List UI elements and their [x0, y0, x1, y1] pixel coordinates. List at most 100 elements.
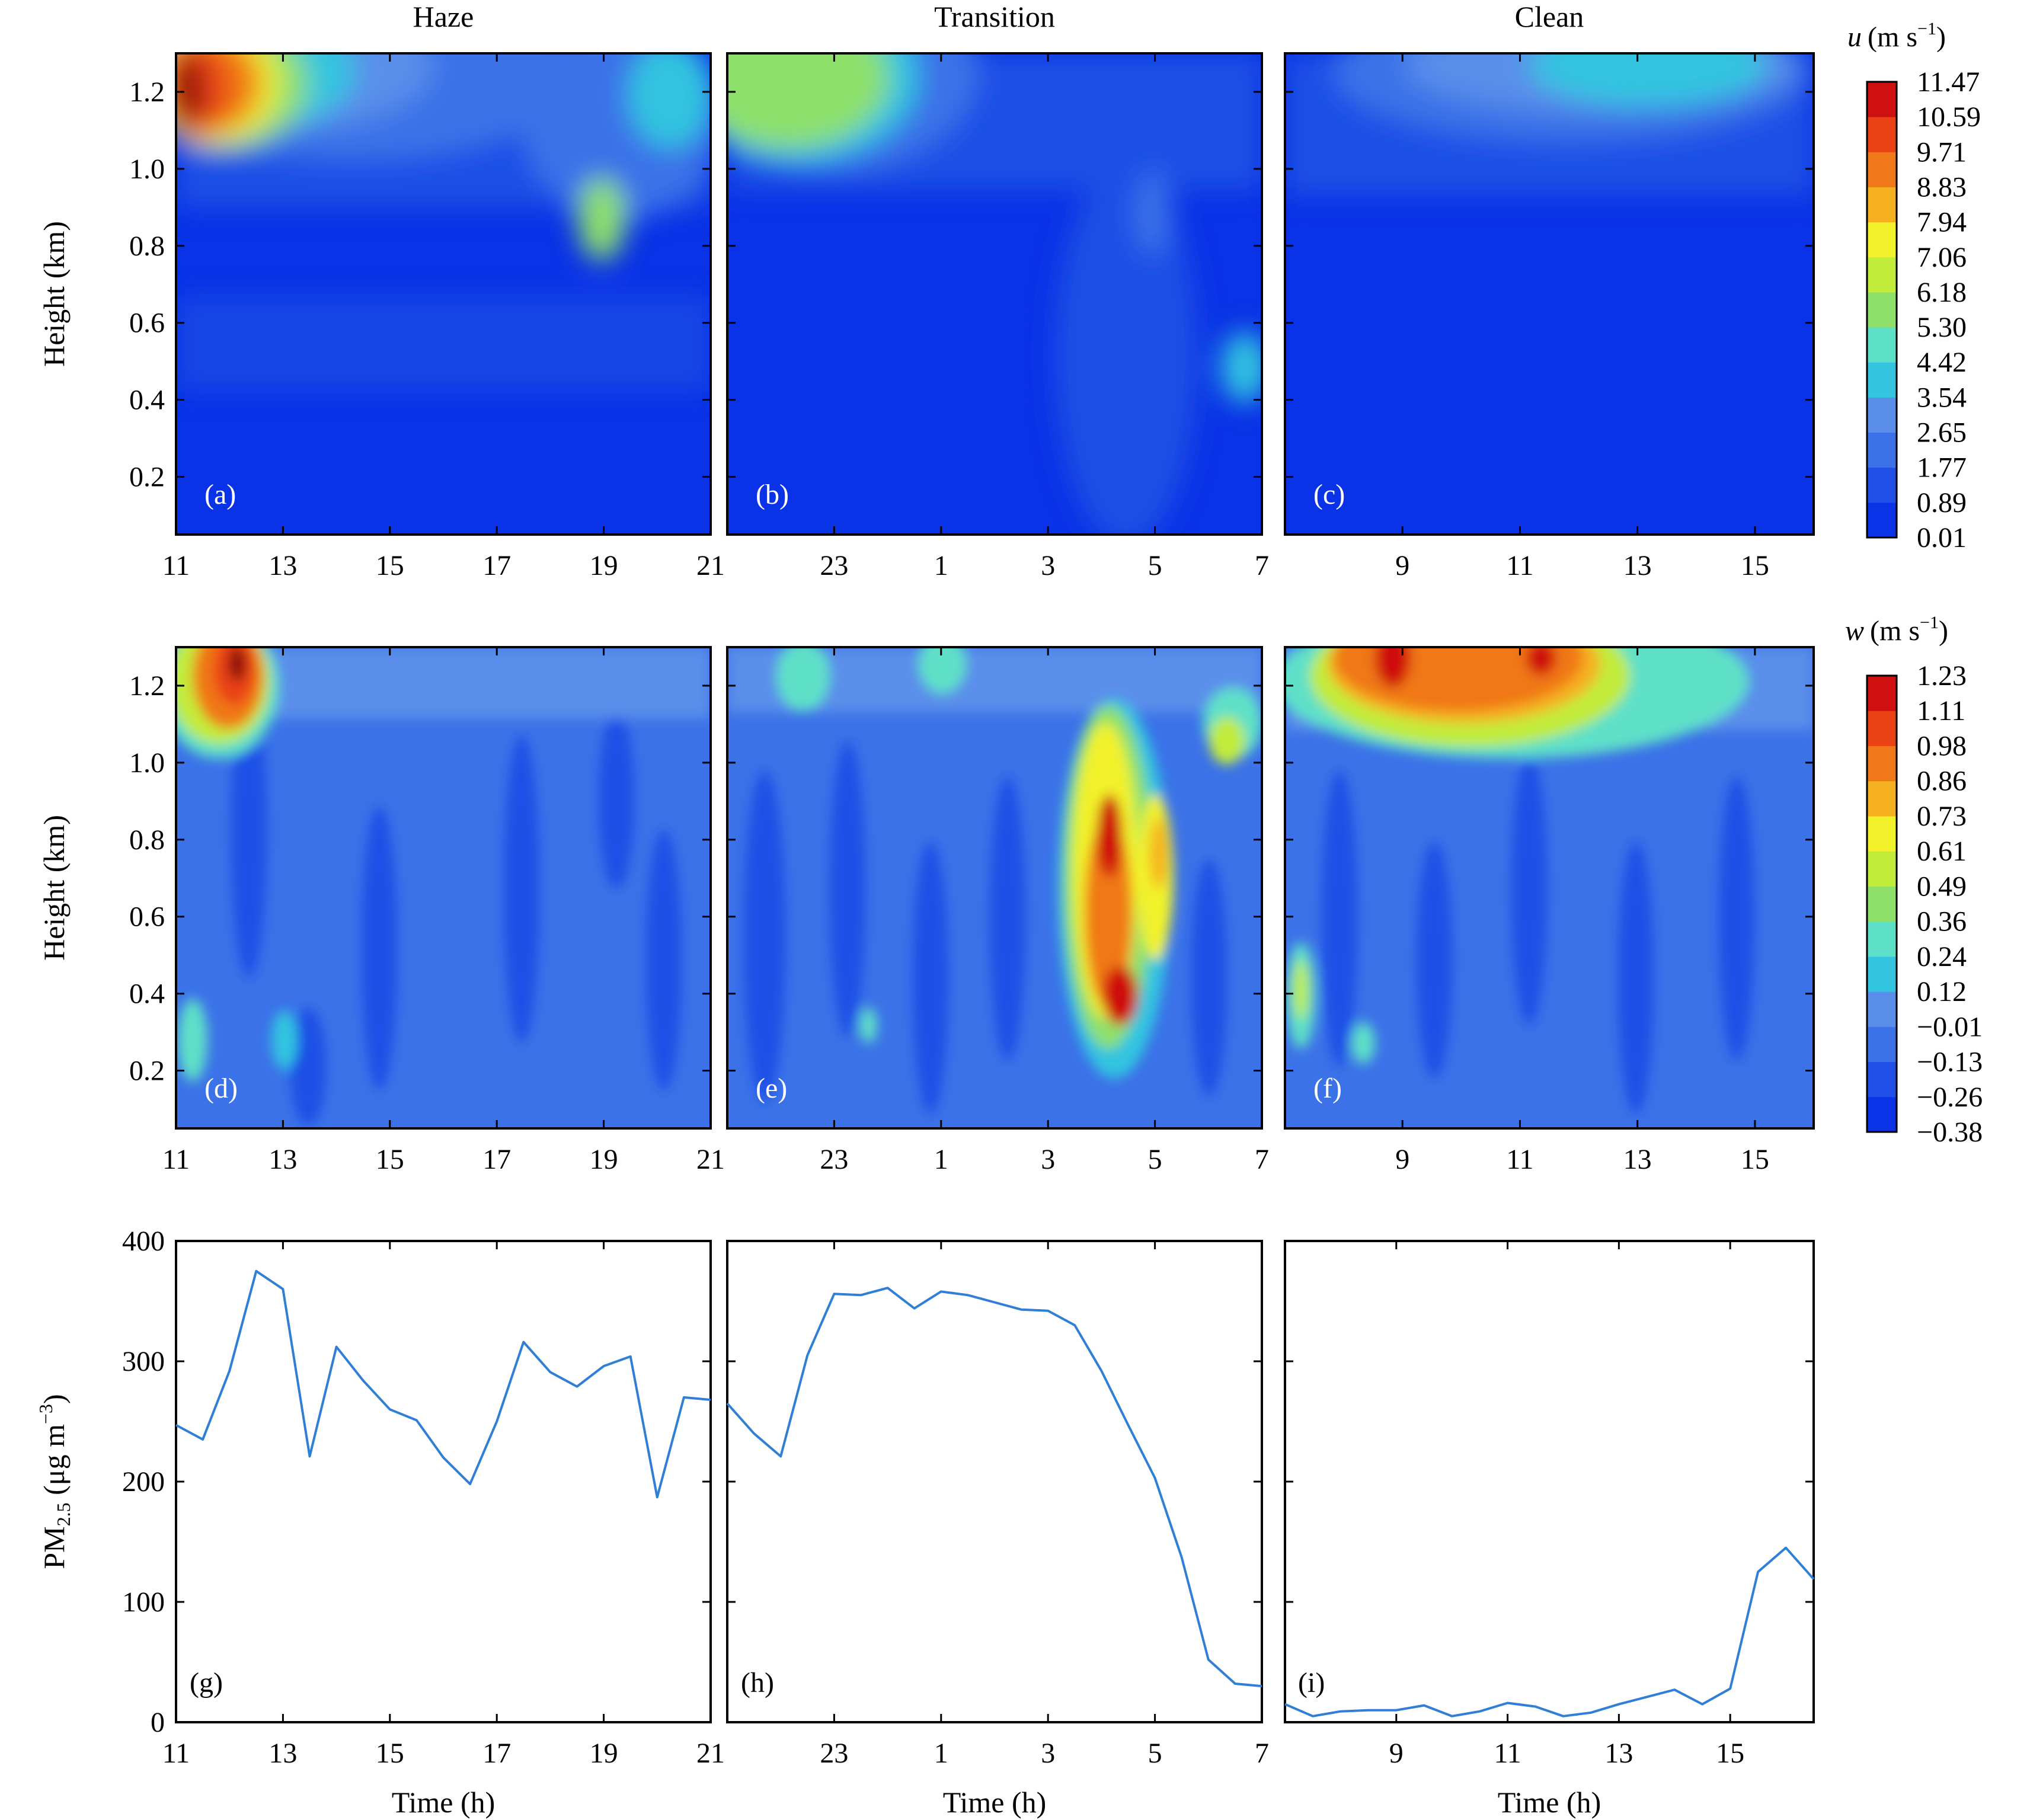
- x-tick-label-2-2-1: 11: [1494, 1738, 1521, 1769]
- x-tick-label-0-2-1: 11: [1506, 550, 1533, 581]
- x-tick-label-1-0-4: 19: [590, 1144, 618, 1175]
- ylabel-pm25-sub: 2.5: [53, 1502, 74, 1526]
- ylabel-height-row1: Height (km): [37, 221, 71, 367]
- colorbar-0-label-7: 6.18: [1917, 277, 1967, 308]
- x-tick-label-2-1-0: 23: [820, 1738, 848, 1769]
- column-title-clean: Clean: [1515, 0, 1584, 33]
- y-tick-label-0-3: 0.8: [129, 231, 165, 262]
- colorbar-0-swatch-9: [1867, 187, 1897, 223]
- colorbar-1-swatch-3: [1867, 991, 1897, 1027]
- colorbar-0-swatch-4: [1867, 362, 1897, 398]
- colorbar-1-label-2: −0.13: [1917, 1047, 1983, 1078]
- panel-i-frame: [1284, 1240, 1815, 1723]
- colorbar-0-label-0: 0.01: [1917, 522, 1967, 554]
- y-tick-label-2-1: 100: [122, 1586, 165, 1618]
- x-tick-label-0-0-2: 15: [376, 550, 404, 581]
- colorbar-1-label-10: 0.86: [1917, 766, 1967, 797]
- colorbar-0-label-4: 3.54: [1917, 382, 1967, 413]
- column-title-transition: Transition: [934, 0, 1055, 33]
- colorbar-1-label-0: −0.38: [1917, 1117, 1983, 1148]
- x-tick-label-2-2-3: 15: [1716, 1738, 1744, 1769]
- colorbar-0-label-11: 9.71: [1917, 136, 1967, 168]
- x-tick-label-0-2-2: 13: [1623, 550, 1652, 581]
- colorbar-1-label-12: 1.11: [1917, 695, 1965, 727]
- x-tick-label-1-0-3: 17: [482, 1144, 511, 1175]
- colorbar-1-label-7: 0.49: [1917, 871, 1967, 902]
- panel-b-u-transition: [727, 53, 1262, 535]
- colorbar-1-swatch-10: [1867, 746, 1897, 782]
- colorbar-0-label-2: 1.77: [1917, 452, 1967, 484]
- colorbar-1-label-6: 0.36: [1917, 906, 1967, 938]
- x-tick-label-2-1-1: 1: [934, 1738, 948, 1769]
- x-tick-label-0-1-4: 7: [1255, 550, 1269, 581]
- panel-label-b: (b): [756, 479, 789, 510]
- colorbar-w-close: ): [1939, 615, 1948, 647]
- x-tick-label-1-2-3: 15: [1741, 1144, 1769, 1175]
- colorbar-w-unit: (m s: [1870, 615, 1920, 647]
- colorbar-1-label-4: 0.12: [1917, 976, 1967, 1007]
- x-tick-label-0-0-0: 11: [162, 550, 190, 581]
- panel-g-frame: [175, 1240, 712, 1723]
- colorbar-0-swatch-7: [1867, 257, 1897, 293]
- y-tick-label-2-0: 0: [151, 1707, 165, 1738]
- colorbar-1-swatch-8: [1867, 815, 1897, 852]
- x-tick-label-2-0-4: 19: [590, 1738, 618, 1769]
- colorbar-0-swatch-8: [1867, 222, 1897, 258]
- colorbar-0-frame: [1866, 81, 1898, 539]
- ylabel-pm25-main: PM: [37, 1526, 71, 1569]
- y-tick-label-1-3: 0.8: [129, 824, 165, 856]
- colorbar-1-label-8: 0.61: [1917, 836, 1967, 867]
- y-tick-label-2-2: 200: [122, 1466, 165, 1498]
- colorbar-0-label-8: 7.06: [1917, 242, 1967, 273]
- x-tick-label-0-0-5: 21: [696, 550, 725, 581]
- x-tick-label-0-1-2: 3: [1041, 550, 1055, 581]
- x-tick-label-1-2-0: 9: [1395, 1144, 1409, 1175]
- colorbar-1-frame: [1866, 674, 1898, 1133]
- panel-d-w-haze: [176, 647, 711, 1128]
- x-tick-label-2-2-2: 13: [1604, 1738, 1633, 1769]
- ylabel-pm25-close: ): [37, 1394, 71, 1404]
- colorbar-0-label-5: 4.42: [1917, 347, 1967, 378]
- colorbar-0-label-10: 8.83: [1917, 171, 1967, 203]
- pm25-series-clean: [1284, 1546, 1815, 1717]
- panel-c-u-clean: [1285, 53, 1814, 535]
- colorbar-0-swatch-3: [1867, 397, 1897, 433]
- x-tick-label-1-0-0: 11: [162, 1144, 190, 1175]
- x-tick-label-1-0-1: 13: [268, 1144, 297, 1175]
- x-tick-label-1-1-4: 7: [1255, 1144, 1269, 1175]
- y-tick-label-2-4: 400: [122, 1226, 165, 1257]
- panel-label-i: (i): [1298, 1667, 1325, 1699]
- panel-f-w-clean: [1285, 647, 1814, 1128]
- colorbar-1-swatch-11: [1867, 711, 1897, 746]
- colorbar-1-swatch-6: [1867, 886, 1897, 922]
- xlabel-time-h: Time (h): [943, 1786, 1047, 1819]
- ylabel-pm25-exp: −3: [35, 1404, 56, 1424]
- colorbar-w-var: w: [1845, 615, 1864, 647]
- x-tick-label-1-1-3: 5: [1148, 1144, 1162, 1175]
- colorbar-0-label-9: 7.94: [1917, 207, 1967, 238]
- x-tick-label-2-0-3: 17: [482, 1738, 511, 1769]
- colorbar-1-swatch-9: [1867, 781, 1897, 817]
- x-tick-label-2-1-3: 5: [1148, 1738, 1162, 1769]
- colorbar-0-label-1: 0.89: [1917, 487, 1967, 519]
- x-tick-label-1-2-1: 11: [1506, 1144, 1533, 1175]
- colorbar-1-swatch-4: [1867, 956, 1897, 992]
- x-tick-label-1-1-1: 1: [934, 1144, 948, 1175]
- x-tick-label-2-1-4: 7: [1255, 1738, 1269, 1769]
- colorbar-1-label-11: 0.98: [1917, 730, 1967, 762]
- x-tick-label-1-1-2: 3: [1041, 1144, 1055, 1175]
- colorbar-1-swatch-7: [1867, 851, 1897, 887]
- colorbar-0-swatch-6: [1867, 292, 1897, 328]
- x-tick-label-2-0-5: 21: [696, 1738, 725, 1769]
- panel-label-d: (d): [204, 1073, 238, 1104]
- y-tick-label-0-1: 0.4: [129, 385, 165, 416]
- colorbar-1-swatch-12: [1867, 676, 1897, 711]
- x-tick-label-0-1-0: 23: [820, 550, 848, 581]
- x-tick-label-1-1-0: 23: [820, 1144, 848, 1175]
- colorbar-1-label-13: 1.23: [1917, 660, 1967, 692]
- colorbar-1-swatch-1: [1867, 1061, 1897, 1098]
- panel-label-h: (h): [741, 1667, 774, 1699]
- colorbar-1-label-1: −0.26: [1917, 1082, 1983, 1113]
